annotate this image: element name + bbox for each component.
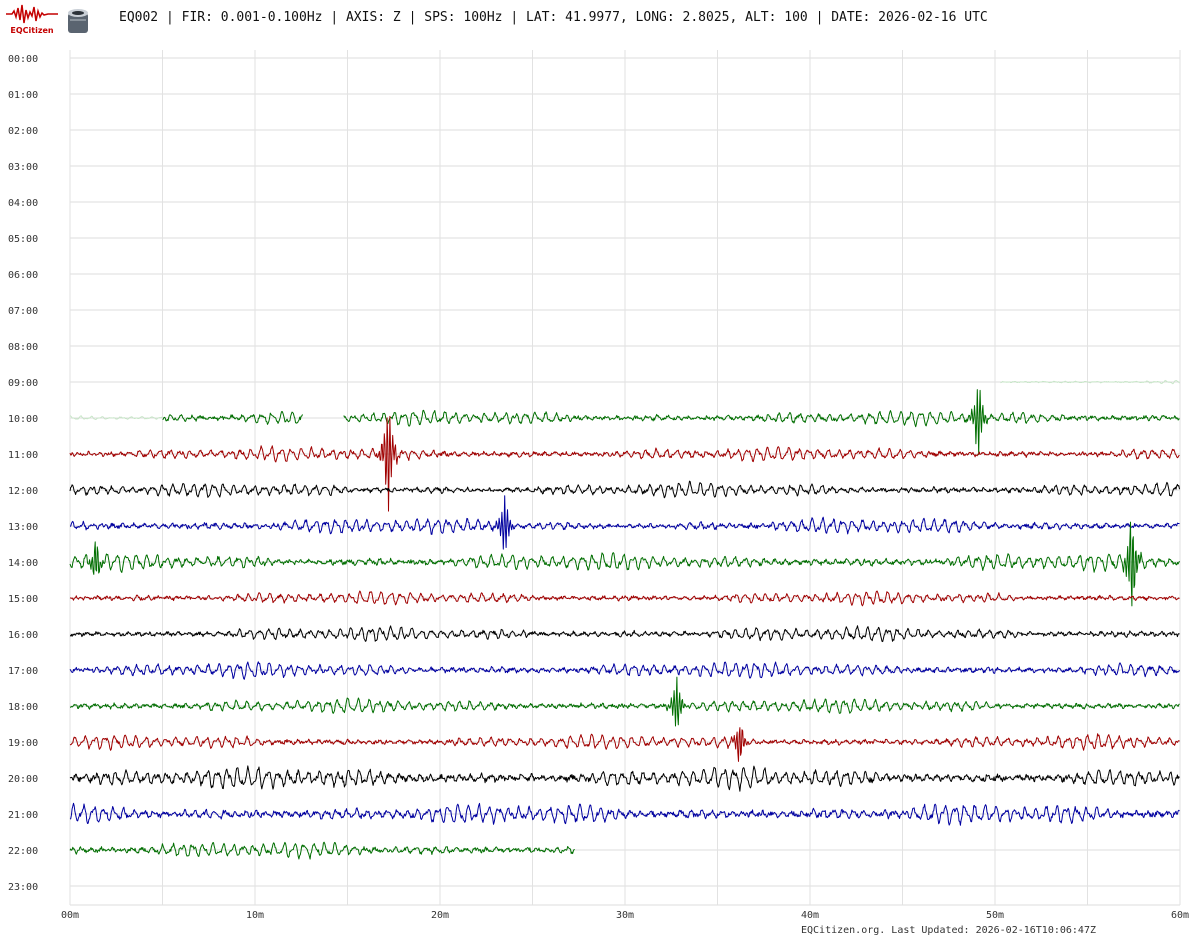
hour-tick-label: 07:00 — [8, 306, 38, 317]
trace-1000-2 — [162, 411, 303, 425]
station-info-title: EQ002 | FIR: 0.001-0.100Hz | AXIS: Z | S… — [119, 10, 988, 25]
hour-tick-label: 23:00 — [8, 882, 38, 893]
minute-tick-label: 40m — [801, 910, 819, 921]
hour-tick-label: 12:00 — [8, 486, 38, 497]
hour-tick-label: 15:00 — [8, 594, 38, 605]
hour-tick-label: 02:00 — [8, 126, 38, 137]
hour-tick-label: 19:00 — [8, 738, 38, 749]
header-bar: EQCitizen EQ002 | FIR: 0.001-0.100Hz | A… — [0, 0, 1200, 40]
hour-tick-label: 11:00 — [8, 450, 38, 461]
hour-tick-label: 13:00 — [8, 522, 38, 533]
trace-1700-10 — [69, 661, 1180, 680]
minute-tick-labels: 00m 10m 20m 30m 40m 50m 60m — [61, 910, 1189, 921]
trace-1900-12 — [69, 727, 1180, 762]
minute-tick-label: 10m — [246, 910, 264, 921]
trace-2000-13 — [69, 765, 1180, 792]
trace-0900-0 — [1000, 379, 1180, 385]
hour-tick-label: 06:00 — [8, 270, 38, 281]
trace-1500-8 — [69, 590, 1180, 607]
seismograph-wave-icon — [6, 4, 58, 24]
sensor-device-icon — [68, 9, 88, 33]
hour-tick-label: 03:00 — [8, 162, 38, 173]
trace-1000-1 — [69, 415, 163, 421]
hour-tick-label: 09:00 — [8, 378, 38, 389]
minute-tick-label: 20m — [431, 910, 449, 921]
minute-tick-label: 50m — [986, 910, 1004, 921]
trace-1100-4 — [69, 415, 1180, 512]
hour-tick-label: 21:00 — [8, 810, 38, 821]
trace-1300-6 — [69, 495, 1180, 550]
hour-tick-label: 01:00 — [8, 90, 38, 101]
minute-tick-label: 30m — [616, 910, 634, 921]
hour-tick-label: 20:00 — [8, 774, 38, 785]
trace-1400-7 — [69, 521, 1180, 607]
last-updated-footer: EQCitizen.org. Last Updated: 2026-02-16T… — [800, 925, 1096, 936]
hour-tick-label: 14:00 — [8, 558, 38, 569]
trace-2100-14 — [69, 802, 1180, 826]
seismic-traces — [69, 379, 1180, 860]
trace-1000-3 — [343, 389, 1180, 456]
trace-1600-9 — [69, 625, 1180, 643]
grid-lines — [69, 50, 1181, 906]
hour-tick-label: 10:00 — [8, 414, 38, 425]
minute-tick-label: 00m — [61, 910, 79, 921]
hour-tick-label: 05:00 — [8, 234, 38, 245]
trace-2200-15 — [69, 841, 575, 860]
hour-tick-label: 16:00 — [8, 630, 38, 641]
hour-tick-label: 17:00 — [8, 666, 38, 677]
eqcitizen-logo: EQCitizen — [4, 2, 60, 38]
hour-tick-label: 18:00 — [8, 702, 38, 713]
hour-tick-label: 08:00 — [8, 342, 38, 353]
hour-tick-labels: 00:00 01:00 02:00 03:00 04:00 05:00 06:00 07:00… — [8, 54, 38, 893]
minute-tick-label: 60m — [1171, 910, 1189, 921]
hour-tick-label: 22:00 — [8, 846, 38, 857]
trace-1800-11 — [69, 676, 1180, 727]
trace-1200-5 — [69, 480, 1180, 499]
logo-text: EQCitizen — [10, 26, 54, 35]
hour-tick-label: 00:00 — [8, 54, 38, 65]
hour-tick-label: 04:00 — [8, 198, 38, 209]
